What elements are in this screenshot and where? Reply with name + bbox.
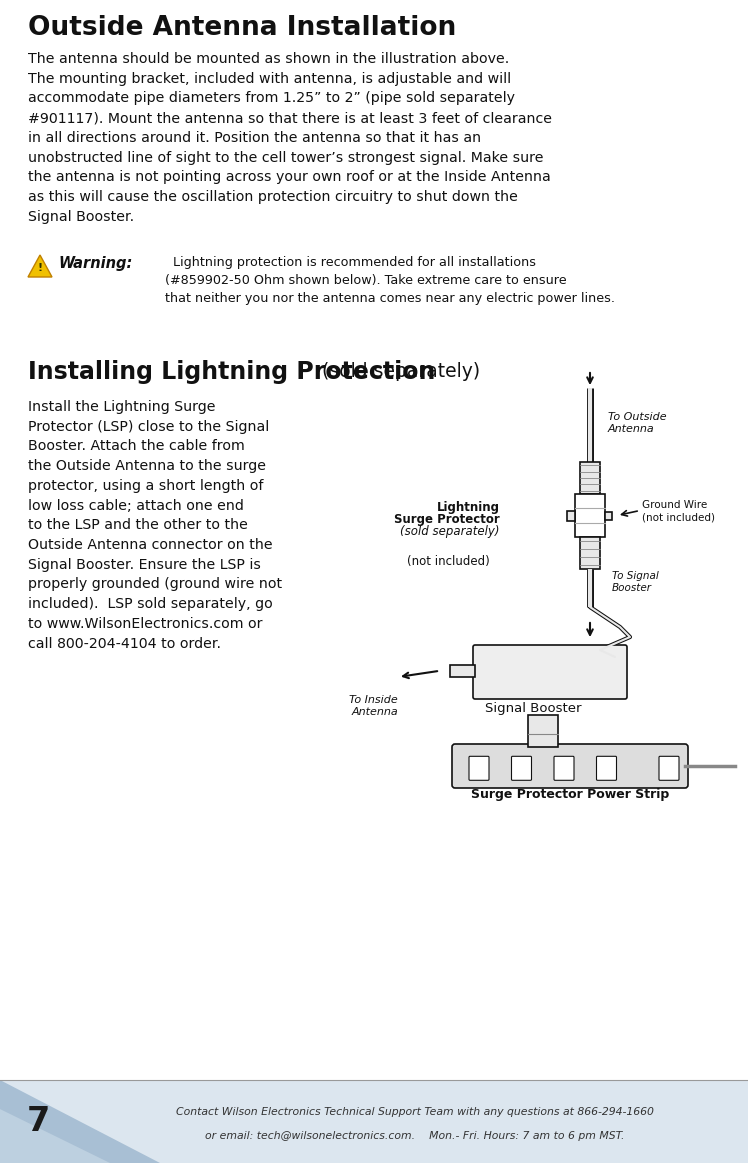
FancyBboxPatch shape: [469, 756, 489, 780]
Bar: [450, 664, 475, 677]
Text: Antenna: Antenna: [352, 707, 398, 718]
Text: To Outside: To Outside: [608, 412, 666, 422]
Bar: [0, 1080, 748, 1163]
Text: 7: 7: [26, 1105, 49, 1139]
Text: (not included): (not included): [407, 556, 490, 569]
Text: Signal Booster: Signal Booster: [485, 702, 581, 715]
Text: Lightning: Lightning: [437, 500, 500, 514]
FancyBboxPatch shape: [554, 756, 574, 780]
FancyBboxPatch shape: [473, 645, 627, 699]
Text: Installing Lightning Protection: Installing Lightning Protection: [28, 361, 435, 384]
Text: To Signal: To Signal: [612, 571, 659, 582]
Text: Lightning protection is recommended for all installations
(#859902-50 Ohm shown : Lightning protection is recommended for …: [165, 256, 615, 305]
Text: (sold separately): (sold separately): [316, 362, 480, 381]
Bar: [528, 715, 558, 747]
Bar: [605, 512, 612, 520]
Bar: [580, 462, 600, 494]
Text: Warning:: Warning:: [58, 256, 132, 271]
Text: Outside Antenna Installation: Outside Antenna Installation: [28, 15, 456, 41]
FancyBboxPatch shape: [452, 744, 688, 789]
Polygon shape: [0, 1110, 110, 1163]
FancyBboxPatch shape: [596, 756, 616, 780]
Bar: [575, 494, 605, 537]
Text: !: !: [37, 263, 43, 273]
Text: Ground Wire: Ground Wire: [642, 499, 708, 509]
Text: Contact Wilson Electronics Technical Support Team with any questions at 866-294-: Contact Wilson Electronics Technical Sup…: [176, 1106, 654, 1116]
Text: Surge Protector Power Strip: Surge Protector Power Strip: [471, 789, 669, 801]
Text: or email: tech@wilsonelectronics.com.    Mon.- Fri. Hours: 7 am to 6 pm MST.: or email: tech@wilsonelectronics.com. Mo…: [205, 1130, 625, 1141]
Text: To Inside: To Inside: [349, 695, 398, 705]
Text: The antenna should be mounted as shown in the illustration above.
The mounting b: The antenna should be mounted as shown i…: [28, 52, 552, 223]
Bar: [580, 537, 600, 569]
Text: Antenna: Antenna: [608, 424, 654, 434]
FancyBboxPatch shape: [512, 756, 532, 780]
Polygon shape: [0, 1080, 160, 1163]
Bar: [567, 511, 575, 521]
Text: (sold separately): (sold separately): [400, 525, 500, 537]
FancyBboxPatch shape: [659, 756, 679, 780]
Text: Booster: Booster: [612, 583, 652, 593]
Text: (not included): (not included): [642, 513, 715, 522]
Text: Surge Protector: Surge Protector: [394, 513, 500, 526]
Text: Install the Lightning Surge
Protector (LSP) close to the Signal
Booster. Attach : Install the Lightning Surge Protector (L…: [28, 400, 282, 650]
Polygon shape: [28, 255, 52, 277]
